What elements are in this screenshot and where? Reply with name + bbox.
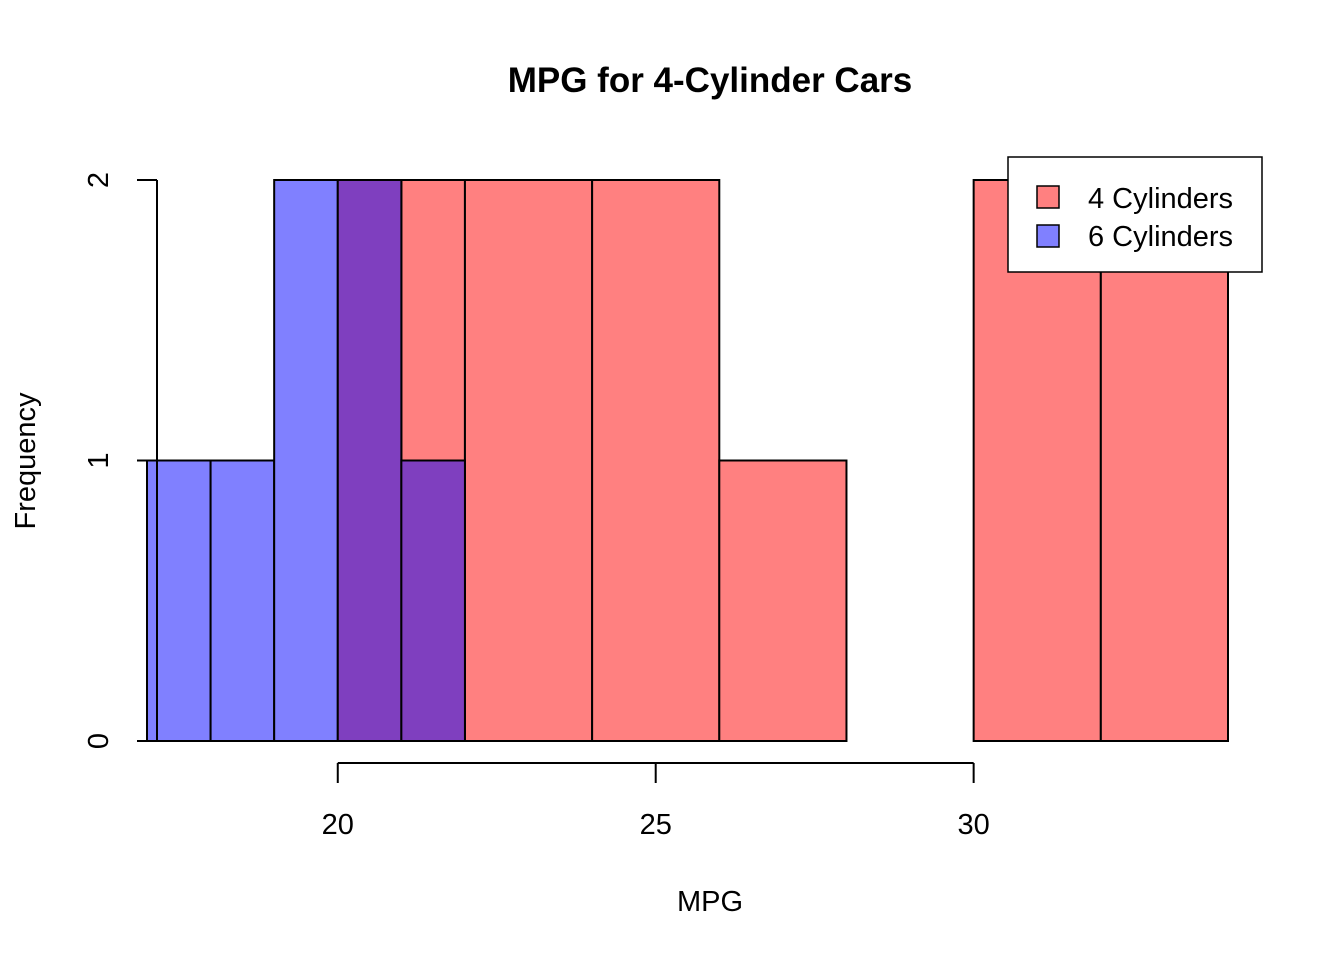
x-tick-label: 30	[958, 809, 990, 841]
bar-6-cylinders-21	[400, 459, 466, 742]
series-4-cylinders-bars	[400, 179, 1229, 742]
legend: 4 Cylinders 6 Cylinders	[1007, 156, 1263, 273]
y-tick-label: 2	[83, 172, 115, 188]
bar-4-cylinders-30	[972, 179, 1102, 742]
y-axis-label: Frequency	[10, 392, 42, 530]
x-tick-label: 25	[640, 809, 672, 841]
bar-6-cylinders-18	[209, 459, 276, 742]
y-tick-label: 0	[83, 733, 115, 749]
x-axis: 20 25 30	[322, 762, 990, 841]
bar-4-cylinders-32	[1099, 179, 1229, 742]
chart-title: MPG for 4-Cylinder Cars	[508, 61, 913, 100]
bar-6-cylinders-19	[273, 179, 339, 742]
x-axis-label: MPG	[677, 886, 743, 918]
x-tick-label: 20	[322, 809, 354, 841]
bar-6-cylinders-20	[336, 179, 403, 742]
legend-swatch-4-cylinders	[1036, 185, 1060, 209]
bar-4-cylinders-22	[463, 179, 594, 742]
legend-box	[1007, 156, 1263, 273]
bar-4-cylinders-24	[591, 179, 721, 742]
bar-4-cylinders-26	[718, 459, 848, 742]
legend-swatch-6-cylinders	[1036, 224, 1060, 248]
legend-label-4-cylinders: 4 Cylinders	[1088, 183, 1233, 215]
y-axis: 0 1 2	[83, 172, 158, 749]
y-tick-label: 1	[83, 452, 115, 468]
legend-label-6-cylinders: 6 Cylinders	[1088, 221, 1233, 253]
